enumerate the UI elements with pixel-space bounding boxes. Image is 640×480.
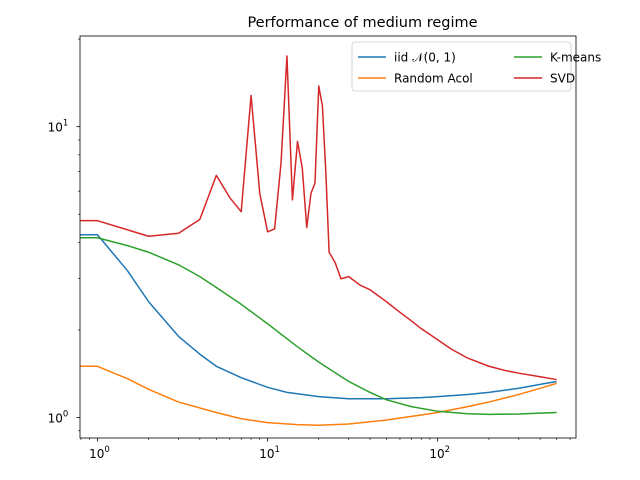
y-tick-label-1-base: 10 [48, 121, 63, 135]
chart-title: Performance of medium regime [247, 15, 477, 31]
legend-label-0: iid 𝒩(0, 1) [394, 51, 456, 65]
x-tick-label-1-exponent: 1 [274, 445, 279, 455]
x-tick-label-2-base: 10 [429, 447, 444, 461]
x-tick-label-1: 101 [259, 445, 280, 461]
series-layer [80, 55, 557, 427]
x-tick-label-0-exponent: 0 [104, 445, 109, 455]
y-tick-label-0: 100 [48, 409, 69, 425]
series-line-0 [80, 233, 557, 400]
y-tick-label-0-exponent: 0 [63, 409, 68, 419]
x-tick-label-0: 100 [89, 445, 110, 461]
series-line-1 [80, 365, 557, 427]
legend-label-1: Random Acol [394, 72, 473, 86]
x-tick-label-2: 102 [429, 445, 450, 461]
legend: iid 𝒩(0, 1) Random Acol K-means SVD [351, 41, 601, 92]
x-tick-label-2-exponent: 2 [445, 445, 450, 455]
y-tick-label-1-exponent: 1 [63, 119, 68, 129]
x-tick-label-1-base: 10 [259, 447, 274, 461]
x-tick-label-0-base: 10 [89, 447, 104, 461]
y-tick-label-1: 101 [48, 119, 69, 135]
y-tick-label-0-base: 10 [48, 411, 63, 425]
series-line-2 [80, 236, 557, 416]
legend-label-3: SVD [550, 72, 575, 86]
series-line-3 [80, 55, 557, 381]
legend-label-2: K-means [550, 51, 601, 65]
axes-frame [79, 35, 577, 439]
